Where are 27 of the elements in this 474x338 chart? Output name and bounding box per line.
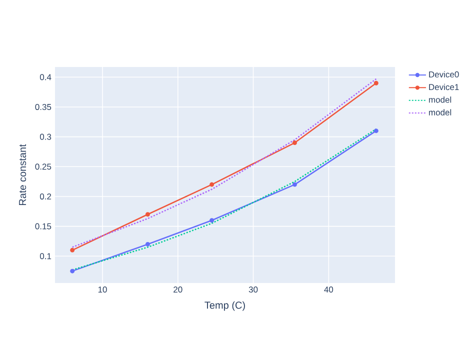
point [374,128,378,134]
point [292,182,297,187]
x-axis-title: Temp (C) [204,301,245,311]
y-tick-label: 0.25 [35,164,52,170]
legend-label: model [429,96,452,103]
point [70,248,75,252]
legend-label: Device0 [429,71,459,78]
y-tick-label: 0.15 [35,223,52,230]
x-tick-label: 10 [98,286,107,293]
point [292,140,297,146]
point [70,268,75,274]
y-tick-label: 0.2 [40,193,52,200]
y-tick-label: 0.35 [35,104,52,110]
legend-label: Device1 [429,84,459,90]
point [210,182,214,187]
y-tick-label: 0.3 [40,134,52,140]
point [210,218,214,223]
y-tick-label: 0.1 [40,253,52,260]
point [145,212,150,217]
y-tick-label: 0.4 [40,74,52,80]
x-tick-label: 40 [324,286,334,293]
point [374,80,378,86]
x-tick-label: 30 [248,286,258,293]
y-axis-title: Rate constant [19,144,26,206]
legend-label: model [429,109,452,116]
point [145,242,150,246]
x-tick-label: 20 [174,286,182,293]
